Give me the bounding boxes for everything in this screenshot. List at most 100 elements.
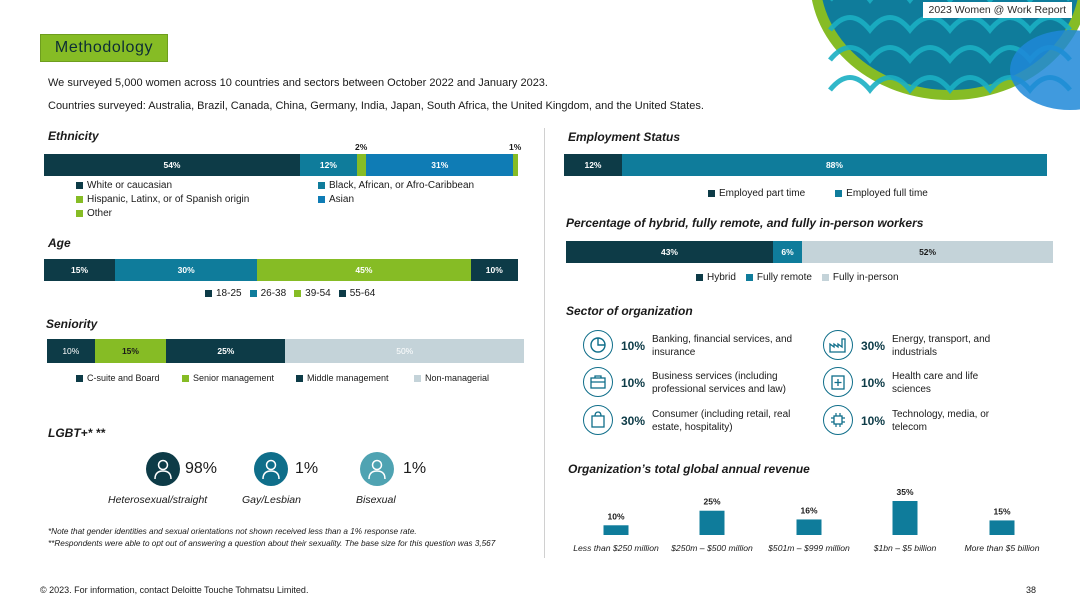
seniority-csuite-value: 10% xyxy=(62,346,80,356)
sector-business-pct: 10% xyxy=(621,376,646,390)
ethnicity-segment-hispanic xyxy=(356,154,367,176)
age-segment-26-38: 30% xyxy=(115,259,258,281)
age-39-54-value: 45% xyxy=(355,265,373,275)
legend-item-age-26-38: 26-38 xyxy=(249,288,286,299)
seniority-senior-value: 15% xyxy=(121,346,139,356)
seniority-segment-nonmanagerial: 50% xyxy=(285,339,524,363)
employment-title: Employment Status xyxy=(568,130,681,144)
sector-title: Sector of organization xyxy=(566,304,693,318)
hybrid-segment-remote: 6% xyxy=(772,241,803,263)
ethnicity-black-value: 12% xyxy=(319,160,337,170)
hybrid-segment-in-person: 52% xyxy=(802,241,1053,263)
employment-full-time-value: 88% xyxy=(825,160,843,170)
seniority-segment-csuite: 10% xyxy=(47,339,95,363)
legend-item-remote: Fully remote xyxy=(745,272,812,283)
lgbt-gay-lesbian-pct: 1% xyxy=(295,460,319,477)
sector-tech-label: Technology, media, or telecom xyxy=(892,409,990,433)
revenue-category-label: Less than $250 million xyxy=(573,543,659,553)
hybrid-bar: 43% 6% 52% xyxy=(566,241,1053,263)
revenue-bar-value: 25% xyxy=(703,497,720,507)
revenue-bar-value: 16% xyxy=(800,505,817,515)
report-tag: 2023 Women @ Work Report xyxy=(922,2,1072,18)
page-number: 38 xyxy=(1025,585,1036,595)
revenue-category-label: $1bn – $5 billion xyxy=(873,543,937,553)
age-55-64-value: 10% xyxy=(485,265,503,275)
revenue-bar xyxy=(603,525,629,535)
legend-item-nonmanagerial: Non-managerial xyxy=(414,373,489,383)
age-title: Age xyxy=(48,236,71,250)
employment-part-time-value: 12% xyxy=(584,160,602,170)
seniority-middle-value: 25% xyxy=(217,346,235,356)
legend-item-part-time: Employed part time xyxy=(708,188,805,199)
intro-countries-text: Countries surveyed: Australia, Brazil, C… xyxy=(48,100,704,112)
employment-segment-full-time: 88% xyxy=(621,154,1047,176)
age-segment-55-64: 10% xyxy=(470,259,518,281)
legend-item-hispanic: Hispanic, Latinx, or of Spanish origin xyxy=(76,194,249,205)
sector-banking-label: Banking, financial services, and insuran… xyxy=(652,334,793,358)
employment-segment-part-time: 12% xyxy=(564,154,622,176)
hybrid-remote-value: 6% xyxy=(781,247,794,257)
seniority-segment-middle: 25% xyxy=(166,339,286,363)
shopping-bag-icon xyxy=(583,405,613,435)
wave-pattern-graphic xyxy=(811,0,1080,110)
legend-item-in-person: Fully in-person xyxy=(821,272,899,283)
chip-icon xyxy=(823,405,853,435)
legend-item-senior: Senior management xyxy=(182,373,274,383)
sector-energy-pct: 30% xyxy=(861,339,886,353)
revenue-bar-value: 15% xyxy=(993,506,1010,516)
ethnicity-white-value: 54% xyxy=(163,160,181,170)
legend-item-full-time: Employed full time xyxy=(835,188,928,199)
lgbt-heterosexual-label: Heterosexual/straight xyxy=(108,494,208,506)
age-segment-18-25: 15% xyxy=(44,259,116,281)
legend-item-hybrid: Hybrid xyxy=(696,272,736,283)
revenue-bar-value: 35% xyxy=(896,487,913,497)
sector-energy-label: Energy, transport, and industrials xyxy=(892,334,991,358)
lgbt-bisexual-pct: 1% xyxy=(403,460,427,477)
employment-legend: Employed part time Employed full time xyxy=(708,188,928,199)
hybrid-in-person-value: 52% xyxy=(919,247,937,257)
page-title: Methodology xyxy=(40,34,168,62)
person-icon-gay-lesbian xyxy=(254,452,288,486)
sector-consumer-label: Consumer (including retail, real estate,… xyxy=(652,409,791,433)
sector-health-label: Health care and life sciences xyxy=(892,371,979,395)
seniority-segment-senior: 15% xyxy=(94,339,167,363)
sector-consumer-pct: 30% xyxy=(621,414,646,428)
age-legend: 18-25 26-38 39-54 55-64 xyxy=(205,288,375,299)
ethnicity-asian-value: 31% xyxy=(431,160,449,170)
revenue-category-label: More than $5 billion xyxy=(964,543,1039,553)
legend-item-asian: Asian xyxy=(318,194,354,205)
briefcase-icon xyxy=(583,367,613,397)
legend-item-csuite: C-suite and Board xyxy=(76,373,160,383)
footer-copyright: © 2023. For information, contact Deloitt… xyxy=(40,585,309,595)
lgbt-bisexual-label: Bisexual xyxy=(356,494,396,506)
sector-banking-pct: 10% xyxy=(621,339,646,353)
revenue-bar-chart: 10% Less than $250 million 25% $250m – $500… xyxy=(573,487,1039,553)
ethnicity-segment-white: 54% xyxy=(44,154,300,176)
ethnicity-segment-asian: 31% xyxy=(366,154,514,176)
hybrid-title: Percentage of hybrid, fully remote, and … xyxy=(566,216,924,230)
sector-tech-pct: 10% xyxy=(861,414,886,428)
hybrid-segment-hybrid: 43% xyxy=(566,241,773,263)
revenue-category-label: $501m – $999 million xyxy=(767,543,850,553)
revenue-category-label: $250m – $500 million xyxy=(670,543,753,553)
seniority-title: Seniority xyxy=(46,317,98,331)
ethnicity-other-label: 1% xyxy=(509,142,522,152)
medical-icon xyxy=(823,367,853,397)
age-18-25-value: 15% xyxy=(71,265,89,275)
legend-item-black: Black, African, or Afro-Caribbean xyxy=(318,180,474,191)
person-icon-heterosexual xyxy=(146,452,180,486)
ethnicity-title: Ethnicity xyxy=(48,129,99,143)
employment-bar: 12% 88% xyxy=(564,154,1047,176)
lgbt-title: LGBT+* ** xyxy=(48,426,106,440)
revenue-bar-value: 10% xyxy=(607,511,624,521)
hybrid-hybrid-value: 43% xyxy=(660,247,678,257)
intro-survey-text: We surveyed 5,000 women across 10 countr… xyxy=(48,77,548,89)
ethnicity-hispanic-label: 2% xyxy=(355,142,368,152)
pie-chart-icon xyxy=(583,330,613,360)
age-26-38-value: 30% xyxy=(177,265,195,275)
column-divider xyxy=(544,128,545,558)
ethnicity-segment-black: 12% xyxy=(299,154,357,176)
seniority-bar: 10% 15% 25% 50% xyxy=(47,339,524,363)
age-segment-39-54: 45% xyxy=(257,259,471,281)
lgbt-note-2: **Respondents were able to opt out of an… xyxy=(48,539,496,548)
